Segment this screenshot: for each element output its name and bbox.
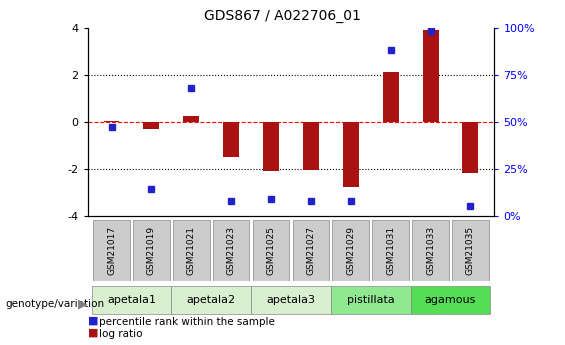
Text: GSM21023: GSM21023 — [227, 226, 236, 275]
Bar — [263, 121, 279, 171]
Text: GSM21035: GSM21035 — [466, 226, 475, 275]
Bar — [223, 121, 239, 157]
Text: GSM21025: GSM21025 — [267, 226, 276, 275]
FancyBboxPatch shape — [412, 220, 449, 280]
FancyBboxPatch shape — [251, 286, 331, 314]
Text: GDS867 / A022706_01: GDS867 / A022706_01 — [204, 9, 361, 23]
Text: GSM21021: GSM21021 — [187, 226, 195, 275]
FancyBboxPatch shape — [332, 220, 369, 280]
FancyBboxPatch shape — [293, 220, 329, 280]
Bar — [303, 121, 319, 170]
FancyBboxPatch shape — [133, 220, 170, 280]
Text: apetala1: apetala1 — [107, 295, 156, 305]
FancyBboxPatch shape — [173, 220, 210, 280]
Text: GSM21017: GSM21017 — [107, 226, 116, 275]
Bar — [144, 121, 159, 129]
Text: GSM21027: GSM21027 — [306, 226, 315, 275]
FancyBboxPatch shape — [452, 220, 489, 280]
Text: GSM21019: GSM21019 — [147, 226, 156, 275]
Text: percentile rank within the sample: percentile rank within the sample — [99, 317, 275, 327]
Text: GSM21031: GSM21031 — [386, 226, 395, 275]
Text: ▶: ▶ — [78, 298, 88, 311]
FancyBboxPatch shape — [411, 286, 490, 314]
Text: GSM21029: GSM21029 — [346, 226, 355, 275]
Bar — [343, 121, 359, 187]
FancyBboxPatch shape — [171, 286, 251, 314]
Bar — [463, 121, 479, 173]
Text: agamous: agamous — [425, 295, 476, 305]
FancyBboxPatch shape — [93, 220, 130, 280]
Text: ■: ■ — [88, 316, 98, 326]
Text: GSM21033: GSM21033 — [426, 226, 435, 275]
FancyBboxPatch shape — [253, 220, 289, 280]
FancyBboxPatch shape — [213, 220, 250, 280]
Bar — [383, 72, 399, 121]
FancyBboxPatch shape — [92, 286, 171, 314]
FancyBboxPatch shape — [331, 286, 411, 314]
Text: apetala3: apetala3 — [267, 295, 315, 305]
Text: pistillata: pistillata — [347, 295, 394, 305]
Bar — [183, 116, 199, 121]
Bar — [423, 30, 438, 121]
FancyBboxPatch shape — [372, 220, 409, 280]
Text: log ratio: log ratio — [99, 329, 142, 339]
Text: ■: ■ — [88, 328, 98, 338]
Text: apetala2: apetala2 — [186, 295, 236, 305]
Text: genotype/variation: genotype/variation — [6, 299, 105, 309]
